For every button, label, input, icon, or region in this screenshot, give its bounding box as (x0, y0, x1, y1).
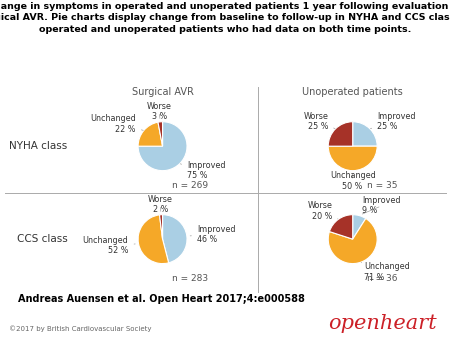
Text: Worse
20 %: Worse 20 % (307, 201, 338, 221)
Text: n = 269: n = 269 (172, 181, 208, 190)
Text: Worse
2 %: Worse 2 % (148, 195, 173, 214)
Wedge shape (138, 215, 169, 264)
Wedge shape (353, 122, 377, 146)
Text: Unoperated patients: Unoperated patients (302, 87, 403, 97)
Text: Unchanged
22 %: Unchanged 22 % (90, 114, 144, 134)
Text: NYHA class: NYHA class (9, 141, 68, 151)
Text: openheart: openheart (328, 314, 436, 333)
Wedge shape (329, 215, 353, 239)
Text: Improved
46 %: Improved 46 % (190, 225, 235, 244)
Text: Worse
25 %: Worse 25 % (303, 112, 335, 131)
Text: CCS class: CCS class (17, 234, 68, 244)
Wedge shape (159, 215, 162, 239)
Wedge shape (328, 218, 377, 264)
Text: Improved
25 %: Improved 25 % (370, 112, 416, 131)
Text: Improved
75 %: Improved 75 % (180, 161, 225, 180)
Text: Improved
9 %: Improved 9 % (362, 196, 401, 216)
Wedge shape (328, 146, 377, 171)
Text: Worse
3 %: Worse 3 % (147, 102, 172, 121)
Text: Change in symptoms in operated and unoperated patients 1 year following evaluati: Change in symptoms in operated and unope… (0, 2, 450, 34)
Wedge shape (162, 215, 187, 263)
Text: Surgical AVR: Surgical AVR (131, 87, 194, 97)
Text: ©2017 by British Cardiovascular Society: ©2017 by British Cardiovascular Society (9, 325, 152, 332)
Wedge shape (138, 122, 162, 146)
Text: Unchanged
52 %: Unchanged 52 % (83, 236, 135, 255)
Wedge shape (328, 122, 353, 146)
Wedge shape (138, 122, 187, 171)
Wedge shape (158, 122, 162, 146)
Text: n = 35: n = 35 (368, 181, 398, 190)
Wedge shape (353, 215, 366, 239)
Text: Andreas Auensen et al. Open Heart 2017;4:e000588: Andreas Auensen et al. Open Heart 2017;4… (18, 294, 305, 304)
Text: Unchanged
71 %: Unchanged 71 % (361, 262, 410, 282)
Text: n = 36: n = 36 (368, 274, 398, 283)
Text: Unchanged
50 %: Unchanged 50 % (330, 171, 376, 191)
Text: n = 283: n = 283 (172, 274, 208, 283)
